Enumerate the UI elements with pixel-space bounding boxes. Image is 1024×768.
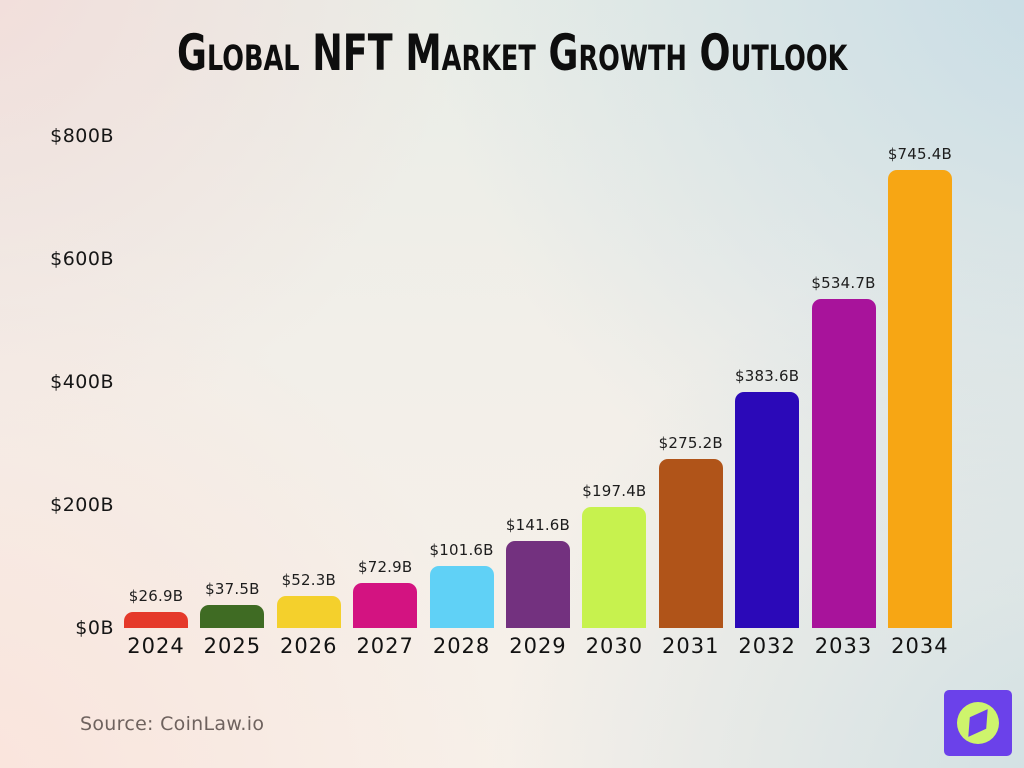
bar-value-label: $52.3B xyxy=(281,570,336,589)
bar xyxy=(124,611,188,628)
y-axis-tick-label: $400B xyxy=(50,371,114,394)
x-axis-label: 2026 xyxy=(280,634,338,658)
x-axis-label: 2024 xyxy=(127,634,185,658)
bar-value-label: $26.9B xyxy=(128,586,184,605)
y-axis-tick-label: $600B xyxy=(50,248,114,271)
bar-value-label: $383.6B xyxy=(735,367,800,386)
x-axis-label: 2032 xyxy=(738,634,796,658)
bar-column: $72.9B 2027 xyxy=(353,558,418,658)
y-axis-tick-label: $0B xyxy=(75,617,114,639)
x-axis-label: 2030 xyxy=(585,634,644,658)
bar-column: $26.9B 2024 xyxy=(124,586,188,658)
bar xyxy=(658,458,723,628)
y-axis-tick-label: $800B xyxy=(50,125,114,148)
bar-column: $275.2B 2031 xyxy=(658,433,723,658)
source-caption: Source: CoinLaw.io xyxy=(80,713,265,735)
bar xyxy=(200,605,265,628)
bar-column: $101.6B 2028 xyxy=(429,540,494,658)
bar xyxy=(735,392,800,628)
bar-value-label: $197.4B xyxy=(582,481,647,500)
bar-value-label: $101.6B xyxy=(429,540,494,559)
bar-column: $52.3B 2026 xyxy=(276,570,341,658)
y-axis: $0B $200B $400B $600B $800B xyxy=(0,0,114,768)
bar-column: $383.6B 2032 xyxy=(735,367,800,658)
compass-icon xyxy=(944,690,1012,756)
x-axis-label: 2029 xyxy=(509,634,567,658)
bar-column: $37.5B 2025 xyxy=(200,580,265,658)
bar xyxy=(505,541,570,628)
y-axis-tick-label: $200B xyxy=(50,494,114,517)
page-title-text: Global NFT Market Growth Outlook xyxy=(176,24,848,82)
x-axis-label: 2025 xyxy=(203,634,262,658)
bar xyxy=(887,170,952,628)
bar-column: $534.7B 2033 xyxy=(811,274,876,658)
bar xyxy=(582,506,647,628)
bar-chart: $26.9B 2024 $37.5B 2025 $52.3B 2026 $72.9B 2027… xyxy=(124,108,952,658)
bar-value-label: $534.7B xyxy=(811,274,876,293)
x-axis-label: 2033 xyxy=(814,634,873,658)
page-title: Global NFT Market Growth Outlook xyxy=(0,28,1024,78)
bar-column: $197.4B 2030 xyxy=(582,481,647,658)
bar-value-label: $275.2B xyxy=(658,433,723,452)
x-axis-label: 2028 xyxy=(432,634,491,658)
bar-value-label: $141.6B xyxy=(505,516,571,534)
bar xyxy=(811,299,876,628)
bar-value-label: $72.9B xyxy=(357,558,413,577)
bar-value-label: $37.5B xyxy=(205,580,260,598)
bar-column: $141.6B 2029 xyxy=(505,516,571,658)
bar xyxy=(353,583,418,628)
bar-column: $745.4B 2034 xyxy=(887,145,952,658)
x-axis-label: 2027 xyxy=(356,634,414,658)
bar-value-label: $745.4B xyxy=(887,145,952,163)
bar xyxy=(276,595,341,628)
x-axis-label: 2031 xyxy=(662,634,720,658)
x-axis-label: 2034 xyxy=(891,634,949,658)
coinlaw-logo xyxy=(944,690,1012,756)
bar xyxy=(429,565,494,628)
